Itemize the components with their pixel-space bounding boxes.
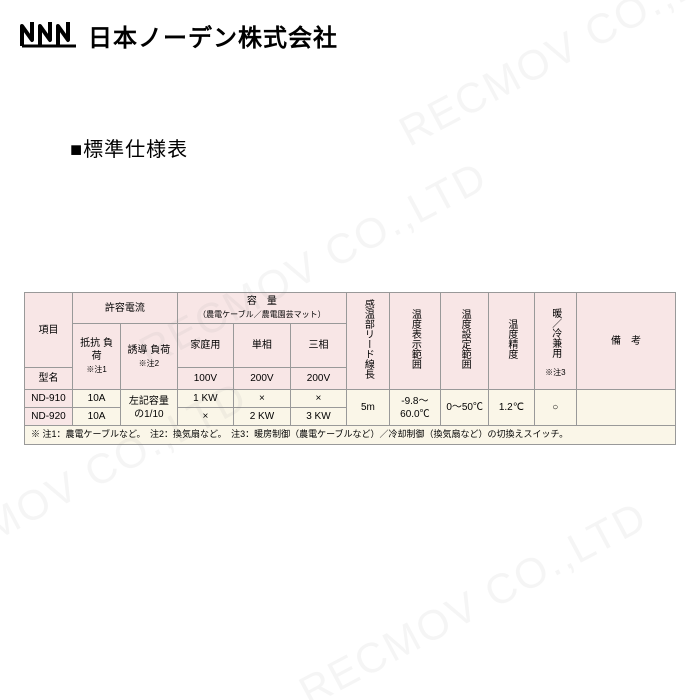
company-name: 日本ノーデン株式会社 [88,18,338,53]
cell-hc: ○ [534,390,576,426]
col-triple-v: 200V [290,368,347,390]
header: 日本ノーデン株式会社 [0,0,700,53]
col-allow-current: 許容電流 [73,293,178,324]
cell-single: × [234,390,291,408]
cell-home: 1 KW [177,390,234,408]
cell-lead: 5m [347,390,389,426]
col-item: 項目 [25,293,73,368]
col-single: 単相 [234,324,291,368]
col-heat-cool: 暖／冷兼用※注3 [534,293,576,390]
cell-resist: 10A [73,390,121,408]
col-induct: 誘導 負荷※注2 [121,324,178,390]
section-title: ■標準仕様表 [0,53,700,162]
cell-home: × [177,408,234,426]
col-remarks: 備 考 [577,293,676,390]
col-single-v: 200V [234,368,291,390]
cell-induct: 左記容量の1/10 [121,390,178,426]
cell-resist: 10A [73,408,121,426]
cell-rem [577,390,676,426]
cell-model: ND-910 [25,390,73,408]
cell-triple: × [290,390,347,408]
cell-acc: 1.2℃ [489,390,534,426]
company-logo-icon [20,20,80,52]
cell-triple: 3 KW [290,408,347,426]
col-capacity: 容 量（農電ケーブル／農電園芸マット） [177,293,347,324]
col-model: 型名 [25,368,73,390]
footnote: ※ 注1：農電ケーブルなど。 注2：換気扇など。 注3：暖房制御（農電ケーブルな… [25,426,676,445]
col-resist: 抵抗 負荷※注1 [73,324,121,390]
col-temp-acc: 温度精度 [489,293,534,390]
col-home: 家庭用 [177,324,234,368]
col-triple: 三相 [290,324,347,368]
col-temp-set: 温度設定範囲 [441,293,489,390]
table-row: ND-910 10A 左記容量の1/10 1 KW × × 5m -9.8～60… [25,390,676,408]
spec-table-wrap: 項目 許容電流 容 量（農電ケーブル／農電園芸マット） 感温部リード線長 温度表… [0,162,700,445]
cell-model: ND-920 [25,408,73,426]
col-home-v: 100V [177,368,234,390]
col-sensor-lead: 感温部リード線長 [347,293,389,390]
spec-table: 項目 許容電流 容 量（農電ケーブル／農電園芸マット） 感温部リード線長 温度表… [24,292,676,445]
col-temp-disp: 温度表示範囲 [389,293,441,390]
cell-disp: -9.8～60.0℃ [389,390,441,426]
cell-single: 2 KW [234,408,291,426]
cell-set: 0～50℃ [441,390,489,426]
footnote-row: ※ 注1：農電ケーブルなど。 注2：換気扇など。 注3：暖房制御（農電ケーブルな… [25,426,676,445]
